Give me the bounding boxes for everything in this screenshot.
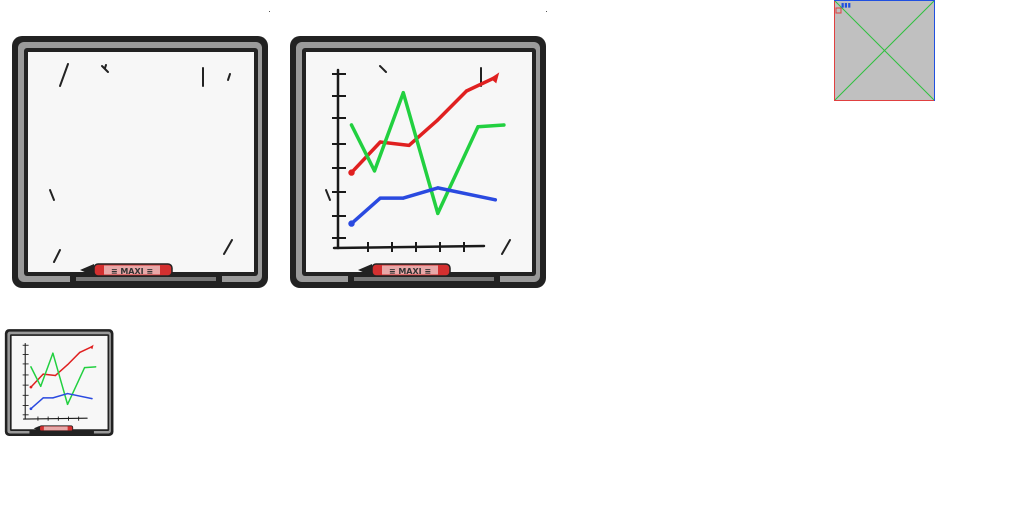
data-point: [401, 91, 405, 95]
data-point: [476, 125, 480, 129]
data-point: [349, 222, 354, 226]
data-point: [349, 123, 354, 127]
data-point: [372, 169, 377, 173]
board-tray: [70, 274, 222, 284]
data-point: [42, 373, 44, 375]
data-point: [30, 386, 32, 388]
data-point: [30, 408, 32, 410]
board-glare-marks: [49, 63, 233, 263]
marker-icon: [33, 425, 74, 432]
data-point: [436, 211, 440, 215]
placeholder-cross-line: [834, 0, 935, 101]
board-frame: [12, 36, 268, 288]
data-point: [378, 196, 382, 200]
whiteboard-empty-sprite: ≡ MAXI ≡: [12, 36, 268, 288]
data-point: [378, 140, 382, 144]
x-axis-line: [22, 417, 88, 420]
data-point: [401, 196, 405, 200]
data-point: [91, 397, 93, 400]
series-arrow-head: [89, 344, 94, 350]
board-frame: [4, 329, 114, 437]
data-point: [436, 118, 440, 122]
stray-dot: [269, 11, 270, 12]
data-point: [66, 364, 69, 366]
series-line-0: [30, 345, 93, 388]
whiteboard-thumbnail-sprite: [4, 329, 114, 437]
board-frame: [290, 36, 546, 288]
marker-icon: ≡ MAXI ≡: [358, 263, 451, 277]
data-point: [52, 352, 54, 354]
series-line-1: [349, 90, 506, 216]
series-line-0: [349, 75, 498, 175]
data-point: [79, 351, 81, 354]
data-point: [83, 366, 86, 369]
data-point: [54, 374, 57, 377]
stray-dot: [546, 11, 547, 12]
placeholder-marker-icon: [835, 7, 842, 14]
series-line-1: [30, 352, 97, 406]
placeholder-label: ▮▮▮: [841, 2, 851, 9]
data-point: [436, 186, 440, 190]
data-point: [66, 403, 69, 406]
x-axis-line: [332, 244, 486, 250]
data-point: [502, 123, 506, 127]
board-tray: [29, 430, 94, 435]
data-point: [349, 171, 354, 175]
board-tray: [348, 274, 500, 284]
placeholder-texture-tile: ▮▮▮: [834, 0, 935, 101]
data-point: [40, 385, 42, 388]
data-point: [493, 198, 497, 202]
data-point: [52, 397, 54, 399]
marker-label: ≡ MAXI ≡: [389, 267, 431, 276]
data-point: [407, 143, 411, 147]
data-point: [464, 89, 469, 93]
chart-plot: [332, 68, 506, 252]
marker-label: ≡ MAXI ≡: [111, 267, 153, 276]
marker-icon: ≡ MAXI ≡: [80, 263, 173, 277]
data-point: [94, 366, 97, 368]
whiteboard-chart-sprite: ≡ MAXI ≡: [290, 36, 546, 288]
data-point: [66, 392, 69, 395]
series-arrow-head: [490, 72, 500, 84]
data-point: [42, 397, 44, 399]
chart-plot: [22, 343, 97, 421]
data-point: [30, 366, 32, 368]
